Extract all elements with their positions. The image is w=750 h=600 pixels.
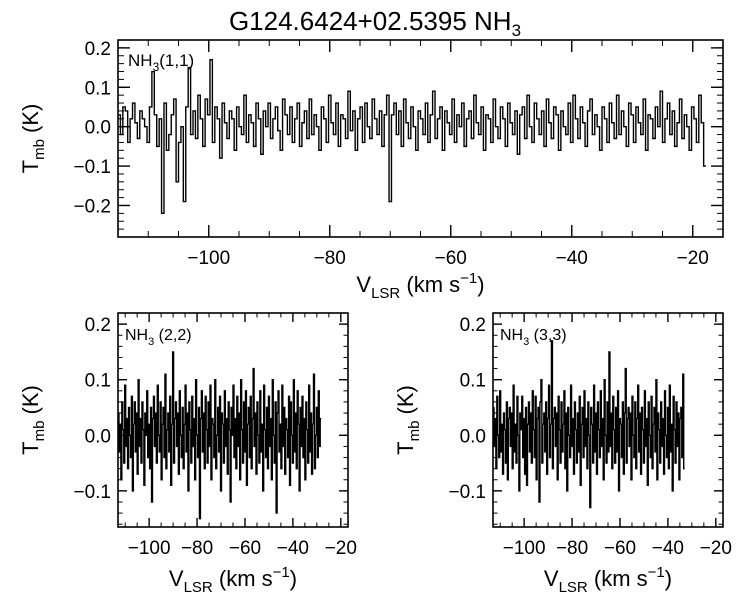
- y-tick-label-1-0: −0.1: [73, 482, 111, 503]
- x-tick-label-2-2: −60: [604, 538, 636, 559]
- y-tick-label-1-2: 0.1: [85, 371, 111, 392]
- x-axis-label-0: VLSR (km s−1): [356, 270, 484, 302]
- y-axis-label-2: Tmb (K): [393, 385, 423, 455]
- panel-2: −100 −80 −60 −40 −20 −0.1 0.0 0.1 0.2 NH3 (3,3) Tm…: [393, 312, 732, 596]
- figure-title-main: G124.6424+02.5395 NH: [228, 6, 512, 36]
- panel-1: −100 −80 −60 −40 −20 −0.1 0.0 0.1 0.2 NH3 (2,2) Tm…: [18, 312, 357, 596]
- spectrum-line-1: [118, 351, 322, 520]
- y-tick-label-2-1: 0.0: [460, 426, 486, 447]
- x-tick-label-2-3: −40: [652, 538, 684, 559]
- y-tick-label-0-1: −0.1: [73, 157, 111, 178]
- x-tick-label-1-0: −100: [128, 538, 171, 559]
- transition-label-2: NH3 (3,3): [500, 327, 567, 348]
- x-tick-label-2-4: −20: [700, 538, 732, 559]
- x-tick-label-2-1: −80: [556, 538, 588, 559]
- y-tick-label-1-1: 0.0: [85, 426, 111, 447]
- x-tick-label-1-2: −60: [229, 538, 261, 559]
- y-tick-label-0-4: 0.2: [85, 39, 111, 60]
- x-tick-label-1-3: −40: [277, 538, 309, 559]
- transition-label-0: NH3(1,1): [128, 51, 194, 74]
- figure-title-subscript: 3: [511, 21, 522, 41]
- y-tick-label-1-3: 0.2: [85, 315, 111, 336]
- spectrum-line-2: [493, 340, 685, 509]
- plot-frame-0: [117, 39, 724, 238]
- transition-label-1: NH3 (2,2): [125, 327, 192, 348]
- x-tick-label-0-4: −20: [677, 248, 709, 269]
- y-tick-label-2-0: −0.1: [448, 482, 486, 503]
- y-tick-label-0-2: 0.0: [85, 118, 111, 139]
- x-tick-label-0-0: −100: [187, 248, 230, 269]
- x-tick-label-0-3: −40: [556, 248, 588, 269]
- x-tick-label-0-2: −60: [435, 248, 467, 269]
- x-tick-label-0-1: −80: [314, 248, 346, 269]
- y-tick-label-0-3: 0.1: [85, 78, 111, 99]
- figure-title: G124.6424+02.5395 NH3: [0, 0, 750, 41]
- x-axis-label-1: VLSR (km s−1): [169, 564, 297, 596]
- y-tick-label-0-0: −0.2: [73, 196, 111, 217]
- panel-0: −100 −80 −60 −40 −20 −0.2 −0.1 0.0 0.1 0.2 NH3(1,1…: [18, 39, 724, 302]
- y-axis-label-1: Tmb (K): [18, 385, 48, 455]
- x-axis-label-2: VLSR (km s−1): [544, 564, 672, 596]
- x-tick-label-2-0: −100: [503, 538, 546, 559]
- y-axis-label-0: Tmb (K): [18, 104, 48, 174]
- y-tick-label-2-3: 0.2: [460, 315, 486, 336]
- spectrum-line-0: [118, 59, 707, 215]
- y-tick-label-2-2: 0.1: [460, 371, 486, 392]
- x-tick-label-1-1: −80: [181, 538, 213, 559]
- x-tick-label-1-4: −20: [325, 538, 357, 559]
